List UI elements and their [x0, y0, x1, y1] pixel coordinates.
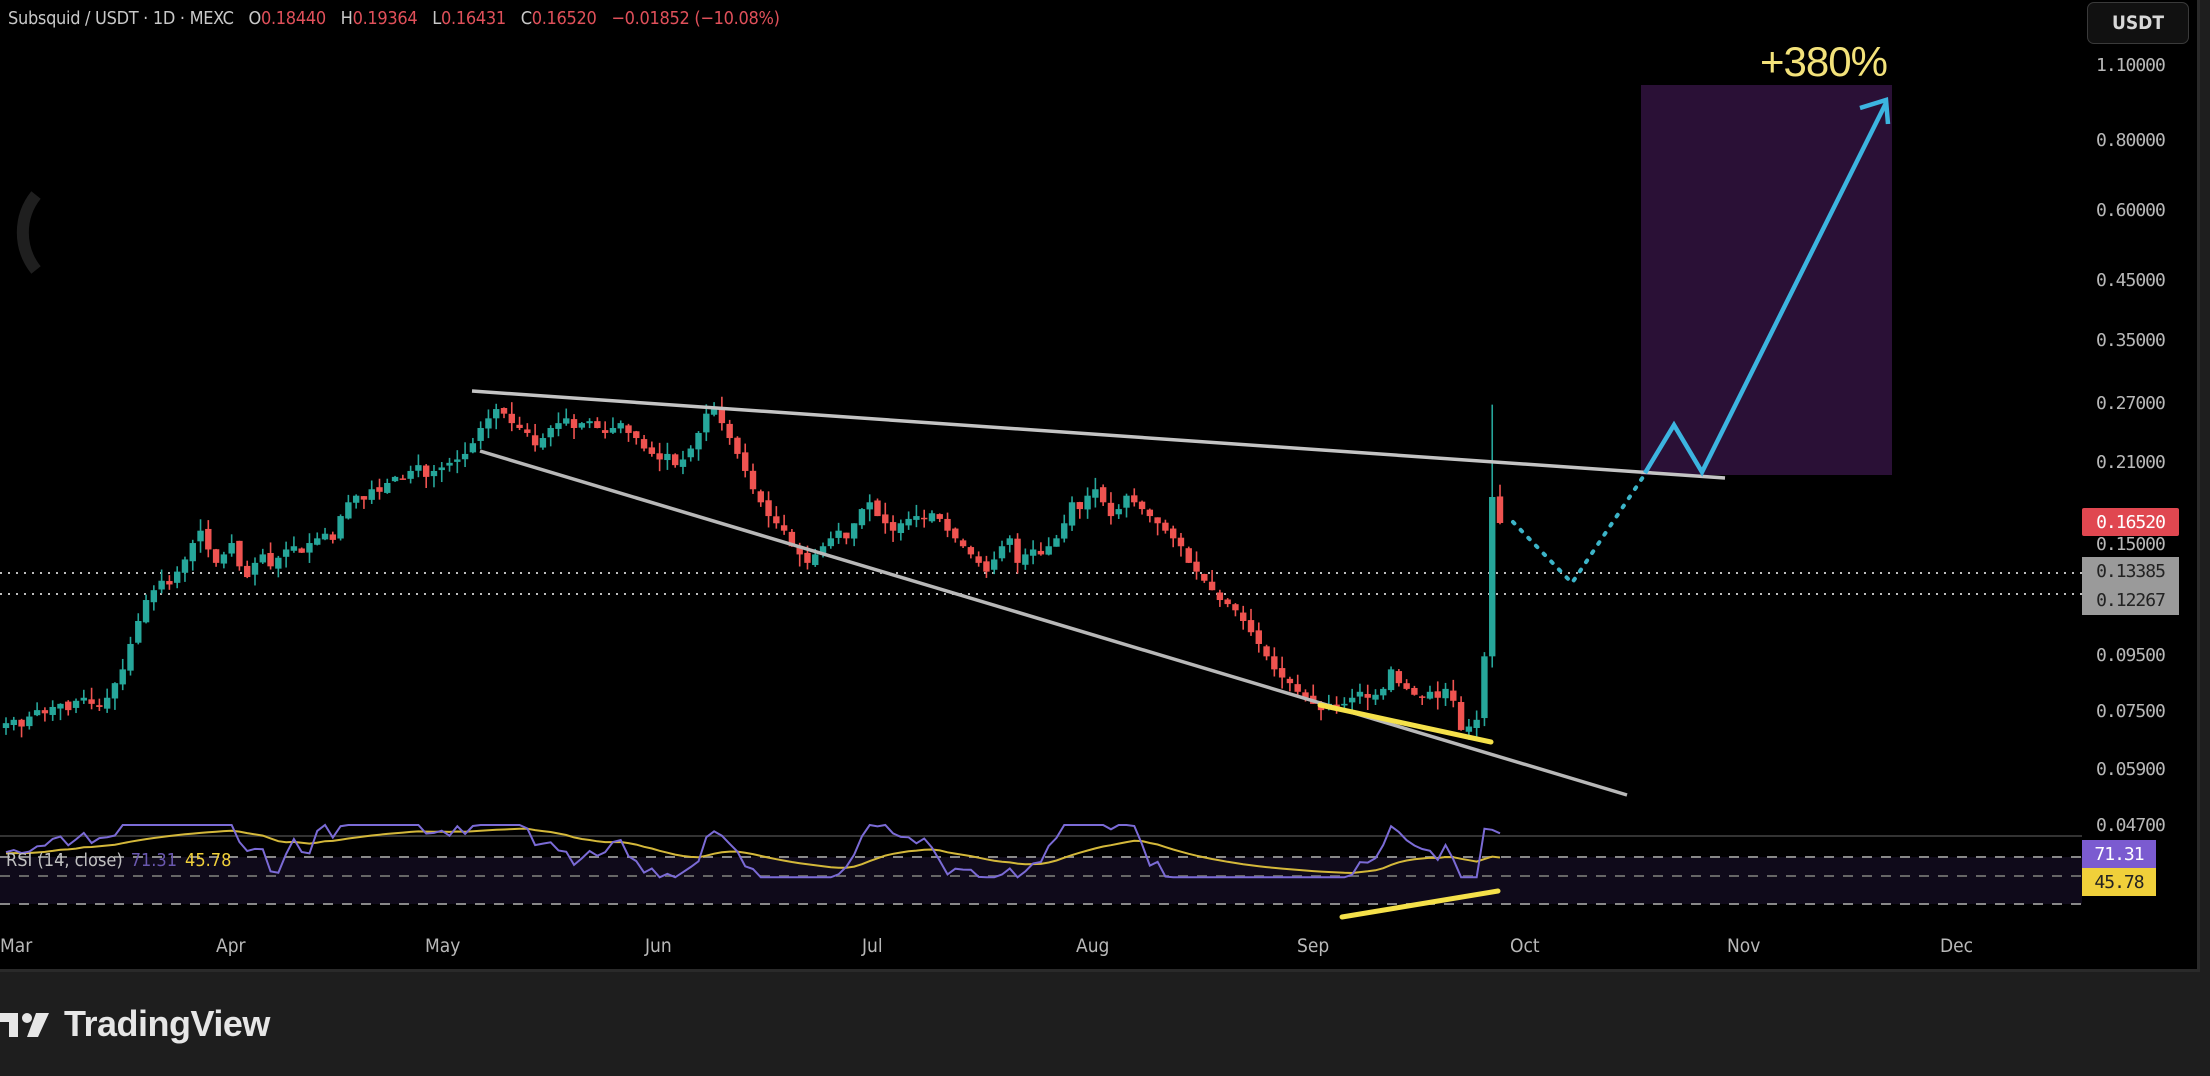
- month-tick: May: [425, 935, 461, 957]
- rsi-legend-ma-value: 45.78: [185, 850, 232, 871]
- month-tick: Mar: [0, 935, 33, 957]
- target-zone-box[interactable]: [1641, 85, 1892, 475]
- price-tick: 0.35000: [2096, 330, 2166, 351]
- price-tick: 0.15000: [2096, 534, 2166, 555]
- price-tick: 0.04700: [2096, 815, 2166, 836]
- rsi-title: RSI (14, close): [6, 850, 123, 871]
- month-tick: Sep: [1297, 935, 1330, 957]
- level-b-price-tag: 0.12267: [2082, 586, 2179, 615]
- price-tick: 0.09500: [2096, 645, 2166, 666]
- tradingview-logo[interactable]: TradingView: [0, 1003, 270, 1045]
- month-tick: Aug: [1076, 935, 1110, 957]
- price-tick: 0.05900: [2096, 759, 2166, 780]
- price-tick: 0.80000: [2096, 130, 2166, 151]
- symbol-header: Subsquid / USDT · 1D · MEXC O0.18440 H0.…: [8, 8, 780, 29]
- month-tick: Jun: [645, 935, 672, 957]
- month-tick: Nov: [1727, 935, 1761, 957]
- level-a-price-tag: 0.13385: [2082, 557, 2179, 586]
- currency-button[interactable]: USDT: [2087, 2, 2189, 44]
- last-price-tag: 0.16520: [2082, 508, 2179, 536]
- price-tick: 0.45000: [2096, 270, 2166, 291]
- price-tick: 0.60000: [2096, 200, 2166, 221]
- price-tick: 1.10000: [2096, 55, 2166, 76]
- target-percent-label[interactable]: +380%: [1760, 38, 1888, 85]
- faint-circle-shape: [16, 191, 41, 274]
- price-tick: 0.21000: [2096, 452, 2166, 473]
- symbol-name[interactable]: Subsquid / USDT · 1D · MEXC: [8, 8, 234, 29]
- rsi-ma-value-tag: 45.78: [2082, 868, 2156, 896]
- month-tick: Apr: [216, 935, 246, 957]
- rsi-divergence-line[interactable]: [1339, 888, 1501, 920]
- price-tick: 0.27000: [2096, 393, 2166, 414]
- rsi-legend[interactable]: RSI (14, close) 71.31 45.78: [6, 850, 231, 871]
- price-divergence-line[interactable]: [1317, 702, 1494, 745]
- rsi-legend-value: 71.31: [130, 850, 178, 871]
- rsi-value-tag: 71.31: [2082, 840, 2156, 868]
- wedge-upper-trendline[interactable]: [471, 389, 1726, 480]
- projection-dotted-path[interactable]: [1511, 475, 1645, 587]
- month-tick: Jul: [862, 935, 883, 957]
- projection-arrowhead-icon: [1859, 97, 1891, 125]
- month-tick: Oct: [1510, 935, 1540, 957]
- wedge-lower-trendline[interactable]: [479, 449, 1628, 797]
- tradingview-logo-icon: [0, 1013, 49, 1037]
- open-value: 0.18440: [260, 8, 326, 29]
- close-value: 0.16520: [531, 8, 597, 29]
- rsi-line: [5, 823, 1501, 879]
- month-tick: Dec: [1940, 935, 1974, 957]
- price-tick: 0.07500: [2096, 701, 2166, 722]
- high-value: 0.19364: [352, 8, 418, 29]
- candlestick-series: [2, 396, 1504, 740]
- brand-name: TradingView: [64, 1003, 270, 1044]
- change-value: −0.01852 (−10.08%): [611, 8, 780, 29]
- low-value: 0.16431: [440, 8, 506, 29]
- projection-solid-path[interactable]: [1643, 101, 1889, 477]
- rsi-ma-line: [5, 827, 1501, 875]
